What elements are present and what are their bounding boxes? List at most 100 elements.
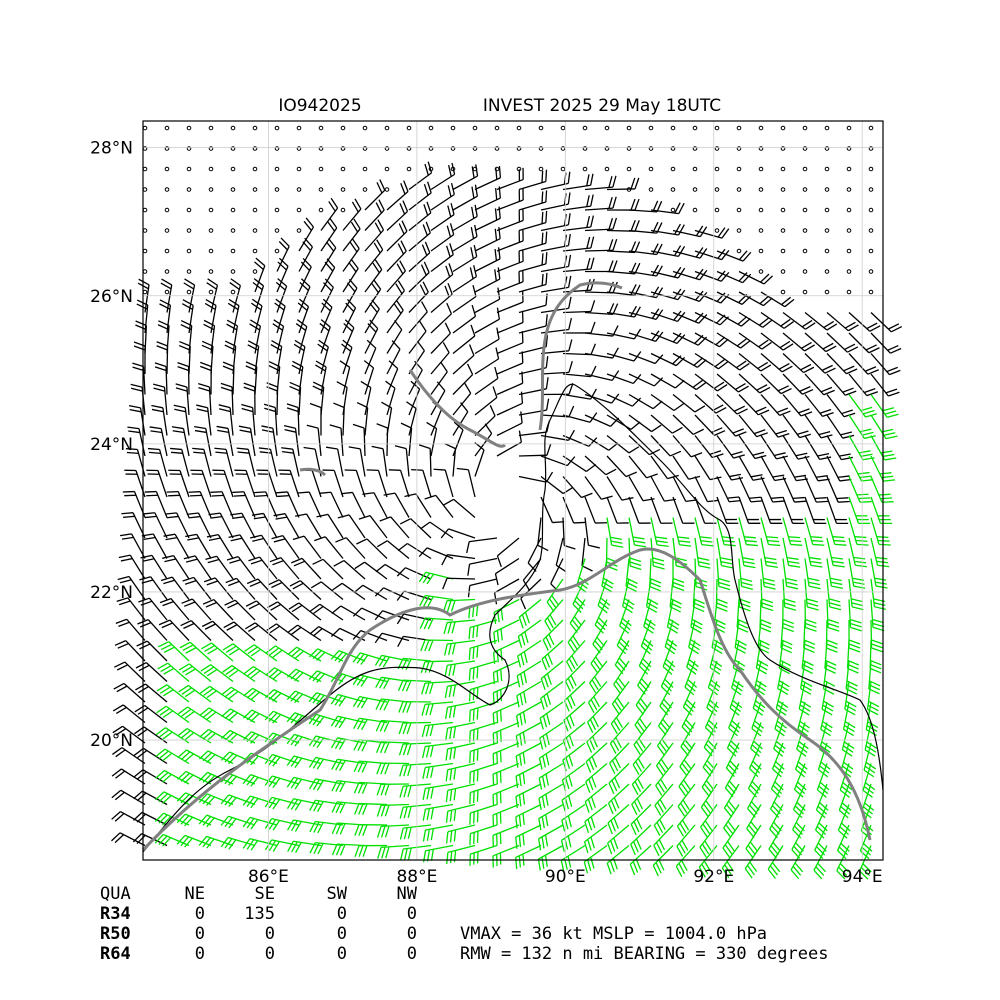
- barb-tick: [634, 198, 640, 211]
- barb-tick: [640, 645, 651, 655]
- barb-tick: [654, 354, 664, 364]
- barb-staff: [771, 742, 784, 770]
- barb-tick: [874, 606, 887, 611]
- barb-tick: [519, 673, 524, 686]
- barb-staff: [643, 599, 652, 627]
- barb-tick: [369, 302, 378, 313]
- barb-tick: [589, 682, 597, 694]
- calm-marker: [648, 187, 654, 192]
- barb-tick: [715, 406, 727, 414]
- barb-staff: [826, 312, 849, 332]
- barb-staff: [562, 455, 587, 473]
- barb-tick: [819, 781, 830, 791]
- barb-tick: [426, 573, 435, 585]
- barb-tick: [352, 607, 363, 617]
- barb-staff: [796, 722, 806, 750]
- barb-tick: [688, 646, 699, 655]
- barb-staff: [408, 192, 432, 211]
- barb-staff: [518, 201, 547, 211]
- barb-tick: [316, 694, 325, 705]
- barb-staff: [694, 229, 723, 239]
- barb-tick: [330, 737, 339, 749]
- barb-tick: [840, 842, 850, 852]
- barb-tick: [656, 745, 665, 756]
- barb-tick: [797, 430, 809, 435]
- barb-tick: [247, 624, 259, 632]
- barb-staff: [672, 352, 698, 368]
- calm-marker: [780, 248, 786, 254]
- barb-tick: [782, 626, 795, 633]
- barb-tick: [570, 675, 577, 687]
- barb-staff: [824, 640, 828, 669]
- calm-marker: [142, 228, 148, 233]
- barb-tick: [672, 585, 685, 592]
- barb-tick: [324, 261, 334, 272]
- barb-tick: [333, 559, 345, 567]
- barb-staff: [804, 537, 812, 566]
- calm-marker: [274, 207, 280, 213]
- barb-tick: [225, 577, 237, 584]
- barb-tick: [621, 497, 634, 501]
- barb-staff: [470, 742, 498, 752]
- barb-staff: [844, 681, 850, 710]
- calm-marker: [230, 166, 236, 172]
- calm-marker: [670, 166, 676, 172]
- barb-tick: [381, 846, 386, 859]
- barb-tick: [718, 585, 731, 591]
- calm-marker: [824, 187, 830, 192]
- barb-tick: [268, 579, 280, 586]
- barb-tick: [718, 577, 730, 583]
- barb-tick: [286, 712, 296, 723]
- barb-tick: [678, 786, 687, 797]
- barb-staff: [518, 263, 547, 273]
- barb-tick: [750, 500, 763, 503]
- calm-marker: [164, 187, 170, 192]
- barb-staff: [184, 834, 212, 847]
- barb-tick: [542, 715, 548, 728]
- barb-tick: [818, 822, 828, 832]
- barb-tick: [450, 600, 456, 612]
- barb-tick: [423, 204, 429, 216]
- barb-staff: [613, 660, 630, 685]
- barb-staff: [650, 352, 677, 367]
- barb-tick: [658, 762, 666, 773]
- barb-tick: [316, 673, 325, 683]
- barb-staff: [362, 584, 388, 601]
- barb-tick: [590, 796, 596, 808]
- barb-tick: [693, 606, 705, 613]
- barb-staff: [474, 358, 499, 375]
- barb-tick: [781, 365, 793, 373]
- barb-tick: [353, 739, 360, 751]
- barb-tick: [358, 515, 371, 520]
- barb-staff: [540, 350, 569, 355]
- barb-tick: [678, 863, 686, 874]
- barb-tick: [250, 559, 263, 565]
- barb-tick: [115, 618, 128, 624]
- barb-staff: [447, 701, 476, 708]
- barb-tick: [358, 824, 364, 836]
- barb-tick: [225, 645, 237, 654]
- barb-staff: [515, 742, 542, 757]
- barb-tick: [425, 221, 431, 234]
- barb-tick: [244, 644, 255, 652]
- barb-staff: [584, 783, 608, 803]
- calm-marker: [780, 166, 786, 172]
- barb-tick: [224, 795, 233, 806]
- barb-tick: [842, 387, 854, 393]
- barb-staff: [430, 313, 452, 334]
- barb-staff: [154, 512, 168, 539]
- barb-tick: [606, 862, 612, 875]
- barb-tick: [449, 851, 453, 864]
- calm-marker: [340, 125, 346, 131]
- barb-tick: [499, 709, 502, 722]
- barb-tick: [339, 760, 346, 772]
- barb-tick: [286, 690, 296, 701]
- barb-tick: [727, 841, 735, 852]
- lat-tick-label: 24°N: [90, 435, 133, 455]
- barb-staff: [782, 476, 796, 503]
- barb-tick: [545, 314, 548, 327]
- barb-tick: [783, 321, 794, 329]
- barb-staff: [188, 663, 212, 683]
- barb-tick: [568, 296, 572, 309]
